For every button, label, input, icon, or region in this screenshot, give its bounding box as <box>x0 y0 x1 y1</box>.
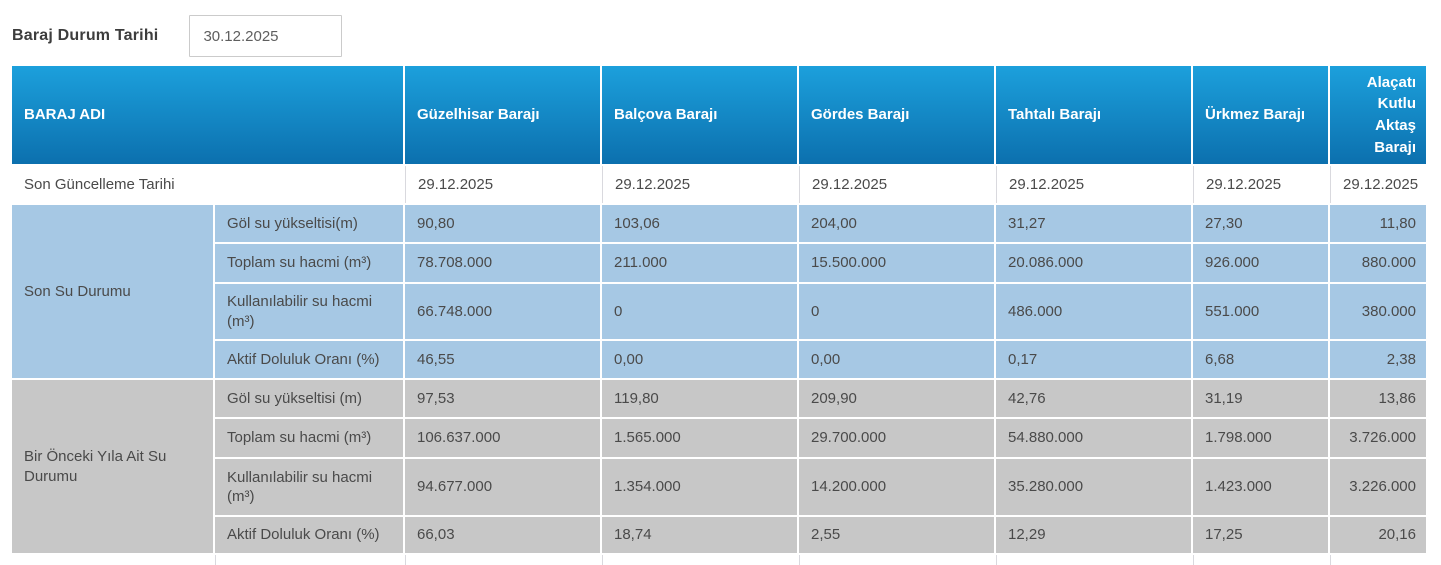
date-filter-bar: Baraj Durum Tarihi <box>0 0 1441 58</box>
value-cell: 3.226.000 <box>1330 459 1426 515</box>
row-label-last-update: Son Güncelleme Tarihi <box>12 166 403 203</box>
table-row: Kullanılabilir su hacmi (m³) 94.677.000 … <box>12 459 1426 515</box>
value-cell: 204,00 <box>799 205 994 242</box>
value-cell: 119,80 <box>602 380 797 417</box>
value-cell: 29.12.2025 <box>1330 166 1426 203</box>
column-header-dam-name: BARAJ ADI <box>12 66 403 164</box>
row-label: Kullanılabilir su hacmi (m³) <box>215 459 403 515</box>
value-cell: 2,55 <box>799 517 994 553</box>
table-header-row: BARAJ ADI Güzelhisar Barajı Balçova Bara… <box>12 66 1426 164</box>
row-label: Toplam su hacmi (m³) <box>215 419 403 457</box>
value-cell: 94.677.000 <box>405 459 600 515</box>
value-cell: 486.000 <box>996 284 1191 339</box>
value-cell: 1.565.000 <box>602 419 797 457</box>
value-cell: 0,00 <box>799 341 994 378</box>
date-filter-label: Baraj Durum Tarihi <box>12 27 159 44</box>
column-header-tahtali: Tahtalı Barajı <box>996 66 1191 164</box>
value-cell: 31,27 <box>996 205 1191 242</box>
value-cell: 97,53 <box>405 380 600 417</box>
row-label: Toplam su hacmi (m³) <box>215 244 403 282</box>
value-cell: 78.708.000 <box>405 244 600 282</box>
value-cell: 106.637.000 <box>405 419 600 457</box>
value-cell: 0 <box>799 284 994 339</box>
value-cell: 103,06 <box>602 205 797 242</box>
column-header-alacati: Alaçatı Kutlu Aktaş Barajı <box>1330 66 1426 164</box>
last-update-row: Son Güncelleme Tarihi 29.12.2025 29.12.2… <box>12 166 1426 203</box>
column-header-guzelhisar: Güzelhisar Barajı <box>405 66 600 164</box>
value-cell: 0 <box>602 284 797 339</box>
value-cell: 551.000 <box>1193 284 1328 339</box>
section-label-previous-year: Bir Önceki Yıla Ait Su Durumu <box>12 380 213 553</box>
value-cell: 29.700.000 <box>799 419 994 457</box>
section-label-current-water: Son Su Durumu <box>12 205 213 378</box>
table-row: Toplam su hacmi (m³) 106.637.000 1.565.0… <box>12 419 1426 457</box>
table-row: Toplam su hacmi (m³) 78.708.000 211.000 … <box>12 244 1426 282</box>
value-cell: 66.748.000 <box>405 284 600 339</box>
value-cell: 880.000 <box>1330 244 1426 282</box>
value-cell: 31,19 <box>1193 380 1328 417</box>
value-cell: 29.12.2025 <box>405 166 600 203</box>
value-cell: 1.798.000 <box>1193 419 1328 457</box>
table-row: Son Su Durumu Göl su yükseltisi(m) 90,80… <box>12 205 1426 378</box>
value-cell: 17,25 <box>1193 517 1328 553</box>
column-header-urkmez: Ürkmez Barajı <box>1193 66 1328 164</box>
value-cell: 926.000 <box>1193 244 1328 282</box>
value-cell: 209,90 <box>799 380 994 417</box>
value-cell: 380.000 <box>1330 284 1426 339</box>
value-cell: 18,74 <box>602 517 797 553</box>
column-header-balcova: Balçova Barajı <box>602 66 797 164</box>
value-cell: 211.000 <box>602 244 797 282</box>
value-cell: 29.12.2025 <box>799 166 994 203</box>
value-cell: 54.880.000 <box>996 419 1191 457</box>
dam-status-table: BARAJ ADI Güzelhisar Barajı Balçova Bara… <box>10 64 1428 565</box>
value-cell: 35.280.000 <box>996 459 1191 515</box>
table-row: Aktif Doluluk Oranı (%) 66,03 18,74 2,55… <box>12 517 1426 553</box>
value-cell: 3.726.000 <box>1330 419 1426 457</box>
row-label: Aktif Doluluk Oranı (%) <box>215 517 403 553</box>
value-cell: 29.12.2025 <box>1193 166 1328 203</box>
value-cell: 15.500.000 <box>799 244 994 282</box>
value-cell: 46,55 <box>405 341 600 378</box>
row-label: Göl su yükseltisi (m) <box>215 380 403 417</box>
value-cell: 1.354.000 <box>602 459 797 515</box>
row-label: Göl su yükseltisi(m) <box>215 205 403 242</box>
value-cell: 29.12.2025 <box>996 166 1191 203</box>
column-header-gordes: Gördes Barajı <box>799 66 994 164</box>
value-cell: 1.423.000 <box>1193 459 1328 515</box>
table-row-partial <box>12 555 1426 565</box>
dam-status-date-input[interactable] <box>189 15 343 57</box>
value-cell: 12,29 <box>996 517 1191 553</box>
value-cell: 20.086.000 <box>996 244 1191 282</box>
value-cell: 66,03 <box>405 517 600 553</box>
value-cell: 20,16 <box>1330 517 1426 553</box>
row-label: Kullanılabilir su hacmi (m³) <box>215 284 403 339</box>
value-cell: 27,30 <box>1193 205 1328 242</box>
table-row: Kullanılabilir su hacmi (m³) 66.748.000 … <box>12 284 1426 339</box>
value-cell: 42,76 <box>996 380 1191 417</box>
value-cell: 13,86 <box>1330 380 1426 417</box>
value-cell: 0,00 <box>602 341 797 378</box>
value-cell: 6,68 <box>1193 341 1328 378</box>
value-cell: 2,38 <box>1330 341 1426 378</box>
value-cell: 0,17 <box>996 341 1191 378</box>
value-cell: 29.12.2025 <box>602 166 797 203</box>
row-label: Aktif Doluluk Oranı (%) <box>215 341 403 378</box>
value-cell: 11,80 <box>1330 205 1426 242</box>
table-row: Bir Önceki Yıla Ait Su Durumu Göl su yük… <box>12 380 1426 553</box>
value-cell: 90,80 <box>405 205 600 242</box>
value-cell: 14.200.000 <box>799 459 994 515</box>
table-row: Aktif Doluluk Oranı (%) 46,55 0,00 0,00 … <box>12 341 1426 378</box>
